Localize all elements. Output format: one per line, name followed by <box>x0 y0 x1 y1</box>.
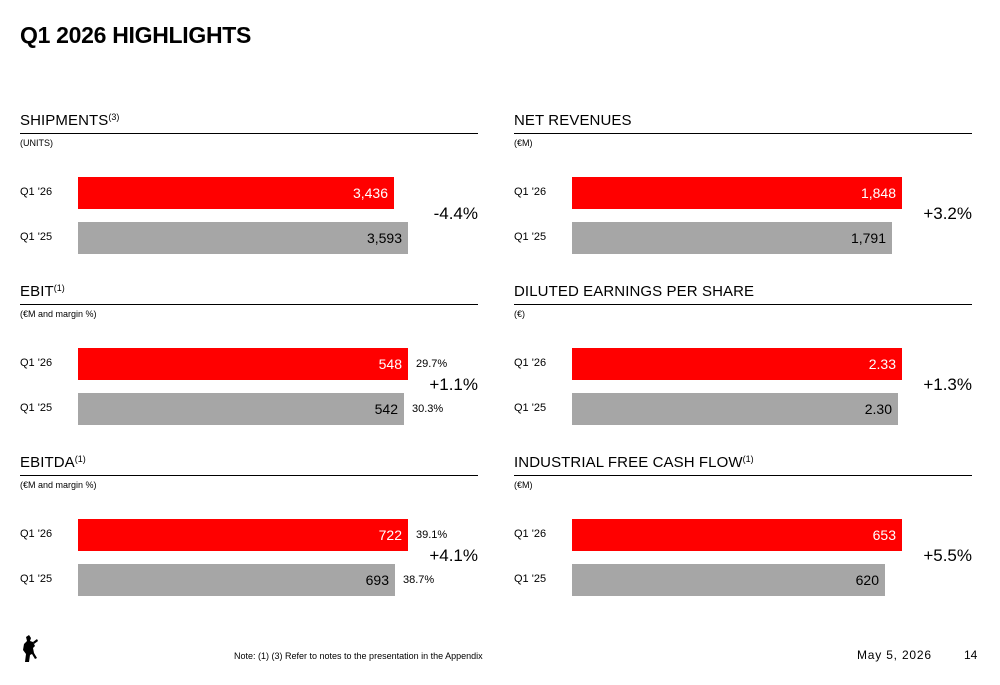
chart-unit: (€M and margin %) <box>20 309 97 319</box>
change-percentage: +3.2% <box>923 204 972 223</box>
chart-title-note: (1) <box>742 454 754 464</box>
category-label: Q1 '26 <box>514 528 547 540</box>
category-label: Q1 '26 <box>514 186 547 198</box>
data-label: 1,848 <box>860 185 896 201</box>
data-label: 3,436 <box>352 185 388 201</box>
category-label: Q1 '26 <box>20 528 53 540</box>
data-label: 722 <box>378 527 402 543</box>
chart-panel: EBIT(1) (€M and margin %) Q1 '26 548 29.7% Q1… <box>20 283 478 443</box>
chart-title: INDUSTRIAL FREE CASH FLOW <box>514 454 743 471</box>
category-label: Q1 '25 <box>20 402 53 414</box>
presentation-date: May 5, 2026 <box>857 648 932 662</box>
data-label: 542 <box>374 401 398 417</box>
margin-label: 38.7% <box>403 574 435 586</box>
chart-panel: EBITDA(1) (€M and margin %) Q1 '26 722 39.1%… <box>20 454 478 614</box>
category-label: Q1 '25 <box>20 231 53 243</box>
margin-label: 39.1% <box>416 529 448 541</box>
panel-header: SHIPMENTS(3) <box>20 112 478 134</box>
chart-title-note: (1) <box>74 454 86 464</box>
category-label: Q1 '26 <box>20 186 53 198</box>
margin-label: 29.7% <box>416 358 448 370</box>
bar-prior: 1,791 <box>572 222 892 254</box>
prancing-horse-icon <box>23 635 38 662</box>
data-label: 620 <box>855 572 879 588</box>
bar-current: 548 <box>78 348 408 380</box>
category-label: Q1 '25 <box>514 573 547 585</box>
change-percentage: -4.4% <box>433 204 478 223</box>
bar-current: 2.33 <box>572 348 902 380</box>
bar-prior: 693 <box>78 564 395 596</box>
panel-header: EBITDA(1) <box>20 454 478 476</box>
data-label: 2.30 <box>864 401 892 417</box>
data-label: 548 <box>378 356 402 372</box>
change-percentage: +1.3% <box>923 375 972 394</box>
bar-current: 1,848 <box>572 177 902 209</box>
chart-title: NET REVENUES <box>514 112 632 129</box>
chart-title: DILUTED EARNINGS PER SHARE <box>514 283 755 300</box>
margin-label: 30.3% <box>412 403 444 415</box>
bar-prior: 542 <box>78 393 404 425</box>
data-label: 2.33 <box>868 356 896 372</box>
chart-unit: (€M) <box>514 138 533 148</box>
data-label: 1,791 <box>850 230 886 246</box>
chart-panel: NET REVENUES (€M) Q1 '26 1,848 Q1 '25 1,791 +3… <box>514 112 972 272</box>
panel-header: INDUSTRIAL FREE CASH FLOW(1) <box>514 454 972 476</box>
data-label: 653 <box>872 527 896 543</box>
category-label: Q1 '25 <box>20 573 53 585</box>
panel-header: DILUTED EARNINGS PER SHARE <box>514 283 972 305</box>
bar-prior: 2.30 <box>572 393 898 425</box>
chart-unit: (€M) <box>514 480 533 490</box>
panel-header: NET REVENUES <box>514 112 972 134</box>
category-label: Q1 '25 <box>514 231 547 243</box>
data-label: 693 <box>365 572 389 588</box>
category-label: Q1 '26 <box>514 357 547 369</box>
category-label: Q1 '26 <box>20 357 53 369</box>
change-percentage: +4.1% <box>429 546 478 565</box>
change-percentage: +1.1% <box>429 375 478 394</box>
bar-current: 722 <box>78 519 408 551</box>
chart-title-note: (1) <box>53 283 65 293</box>
chart-title: EBITDA <box>20 454 75 471</box>
page-number: 14 <box>964 648 978 662</box>
bar-current: 653 <box>572 519 902 551</box>
bar-prior: 3,593 <box>78 222 408 254</box>
chart-unit: (€M and margin %) <box>20 480 97 490</box>
data-label: 3,593 <box>366 230 402 246</box>
chart-panel: DILUTED EARNINGS PER SHARE (€) Q1 '26 2.33 Q… <box>514 283 972 443</box>
chart-unit: (€) <box>514 309 525 319</box>
chart-unit: (UNITS) <box>20 138 53 148</box>
panel-header: EBIT(1) <box>20 283 478 305</box>
category-label: Q1 '25 <box>514 402 547 414</box>
page-title: Q1 2026 HIGHLIGHTS <box>20 22 252 48</box>
bar-prior: 620 <box>572 564 885 596</box>
chart-title: EBIT <box>20 283 54 300</box>
bar-current: 3,436 <box>78 177 394 209</box>
footnote: Note: (1) (3) Refer to notes to the pres… <box>234 651 483 661</box>
change-percentage: +5.5% <box>923 546 972 565</box>
chart-title-note: (3) <box>108 112 120 122</box>
chart-title: SHIPMENTS <box>20 112 109 129</box>
chart-panel: INDUSTRIAL FREE CASH FLOW(1) (€M) Q1 '26 65… <box>514 454 972 614</box>
chart-panel: SHIPMENTS(3) (UNITS) Q1 '26 3,436 Q1 '25 3,59… <box>20 112 478 272</box>
